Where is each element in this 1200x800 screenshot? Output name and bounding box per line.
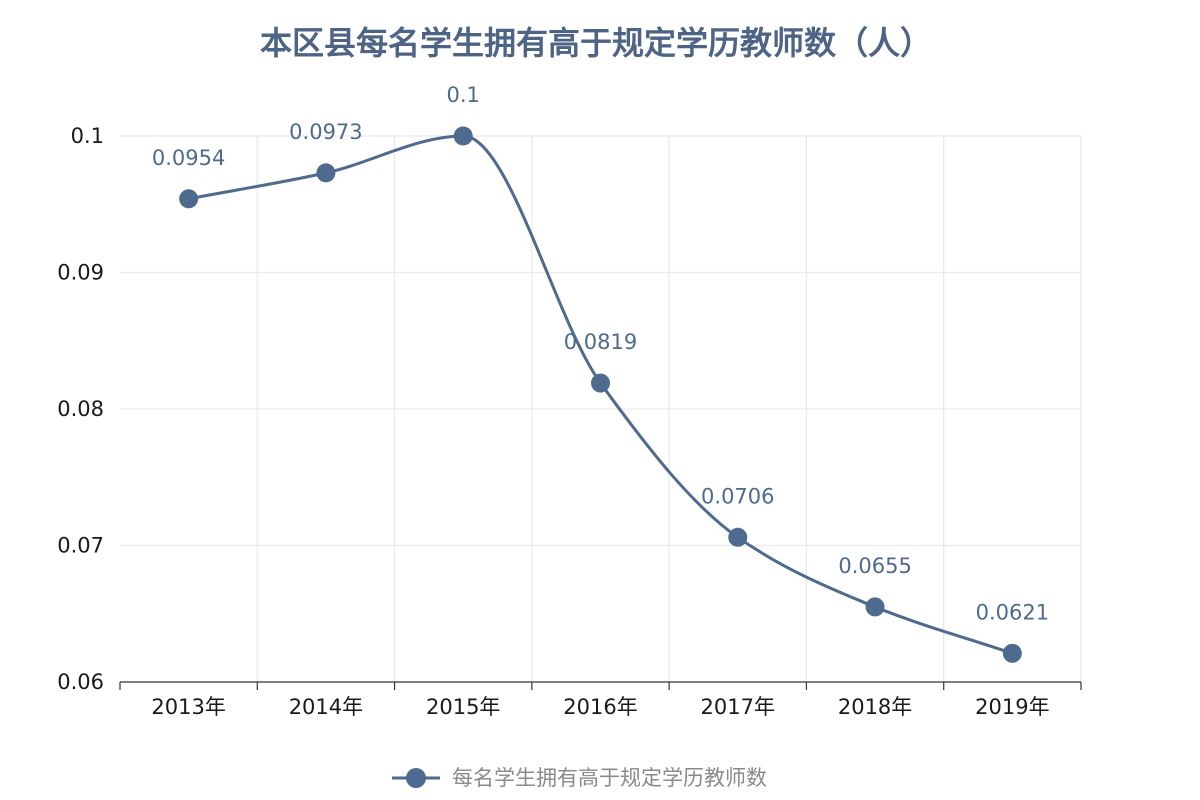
data-label: 0.0954	[152, 146, 225, 170]
grid-layer	[120, 135, 1082, 682]
x-tick-label: 2015年	[426, 695, 500, 719]
x-tick-label: 2019年	[975, 695, 1049, 719]
axis-layer: 0.06 0.07 0.08 0.09 0.1 2013年 2014年 2015年 2016年 2…	[57, 124, 1082, 719]
legend[interactable]: 每名学生拥有高于规定学历教师数	[392, 766, 767, 790]
legend-marker-icon	[406, 768, 426, 788]
data-point[interactable]	[728, 527, 748, 547]
x-tick-label: 2017年	[701, 695, 775, 719]
y-tick-label: 0.06	[57, 670, 104, 694]
data-point[interactable]	[1002, 643, 1022, 663]
data-point[interactable]	[591, 373, 610, 393]
legend-label: 每名学生拥有高于规定学历教师数	[452, 766, 767, 790]
y-tick-label: 0.08	[57, 397, 104, 421]
y-tick-label: 0.1	[71, 124, 104, 148]
data-label: 0.0819	[564, 330, 637, 354]
x-tick-label: 2018年	[838, 695, 912, 719]
data-label-layer: 0.0954 0.0973 0.1 0.0819 0.0706 0.0655 0.0621	[152, 83, 1049, 624]
y-tick-label: 0.07	[57, 534, 104, 558]
data-label: 0.1	[447, 83, 480, 107]
data-point[interactable]	[865, 597, 885, 617]
y-tick-label: 0.09	[57, 261, 104, 285]
data-label: 0.0973	[289, 120, 362, 144]
data-point[interactable]	[179, 189, 199, 209]
data-label: 0.0706	[701, 484, 774, 508]
x-tick-label: 2016年	[563, 695, 637, 719]
series-layer	[179, 126, 1022, 663]
x-tick-label: 2014年	[289, 695, 363, 719]
data-label: 0.0655	[838, 554, 911, 578]
data-label: 0.0621	[976, 600, 1049, 624]
data-point[interactable]	[453, 126, 473, 146]
x-tick-label: 2013年	[151, 695, 225, 719]
data-point[interactable]	[316, 163, 336, 183]
chart-title: 本区县每名学生拥有高于规定学历教师数（人）	[260, 24, 932, 62]
